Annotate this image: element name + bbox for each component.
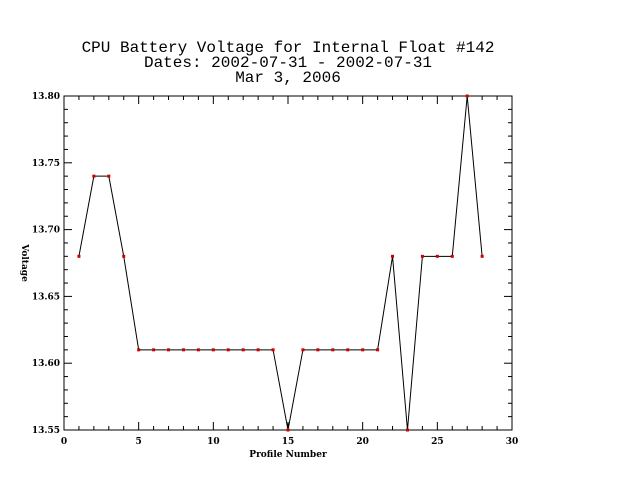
- y-axis-title: Voltage: [19, 243, 29, 282]
- data-point: [241, 348, 245, 352]
- data-point: [167, 348, 171, 352]
- y-tick-label: 13.70: [32, 226, 60, 236]
- data-point: [420, 254, 424, 258]
- data-point: [152, 348, 156, 352]
- data-point: [122, 254, 126, 258]
- chart-title-line-3: Mar 3, 2006: [235, 69, 341, 87]
- x-axis-ticks: [63, 96, 513, 430]
- x-tick-label: 10: [207, 437, 220, 447]
- data-point: [77, 254, 81, 258]
- x-tick-label: 30: [506, 437, 519, 447]
- y-tick-label: 13.60: [32, 359, 60, 369]
- data-point: [435, 254, 439, 258]
- series-line: [78, 95, 483, 431]
- data-point: [450, 254, 454, 258]
- y-tick-label: 13.80: [32, 92, 60, 102]
- series-points: [77, 94, 484, 432]
- data-point: [256, 348, 260, 352]
- chart-title-line-2: Dates: 2002-07-31 - 2002-07-31: [144, 54, 432, 72]
- y-tick-label: 13.65: [32, 292, 60, 302]
- data-point: [181, 348, 185, 352]
- y-axis-tick-labels: 13.55 13.60 13.65 13.70 13.75 13.80: [32, 92, 60, 436]
- plot-area-frame: [63, 95, 513, 431]
- data-point: [286, 428, 290, 432]
- data-point: [226, 348, 230, 352]
- x-tick-label: 5: [136, 437, 142, 447]
- data-point: [376, 348, 380, 352]
- data-point: [465, 94, 469, 98]
- data-point: [271, 348, 275, 352]
- data-point: [107, 174, 111, 178]
- data-point: [361, 348, 365, 352]
- x-tick-label: 15: [282, 437, 295, 447]
- data-point: [316, 348, 320, 352]
- x-axis-title: Profile Number: [249, 450, 327, 460]
- data-point: [196, 348, 200, 352]
- x-tick-label: 20: [356, 437, 369, 447]
- chart-title-line-1: CPU Battery Voltage for Internal Float #…: [82, 39, 495, 57]
- y-tick-label: 13.75: [32, 159, 60, 169]
- data-point: [137, 348, 141, 352]
- x-axis-tick-labels: 0 5 10 15 20 25 30: [61, 437, 518, 447]
- y-tick-label: 13.55: [32, 426, 60, 436]
- data-point: [301, 348, 305, 352]
- data-point: [92, 174, 96, 178]
- data-point: [480, 254, 484, 258]
- x-tick-label: 25: [431, 437, 444, 447]
- data-point: [346, 348, 350, 352]
- data-point: [331, 348, 335, 352]
- data-point: [391, 254, 395, 258]
- y-axis-ticks: [64, 95, 512, 431]
- data-point: [405, 428, 409, 432]
- data-point: [211, 348, 215, 352]
- x-tick-label: 0: [61, 437, 67, 447]
